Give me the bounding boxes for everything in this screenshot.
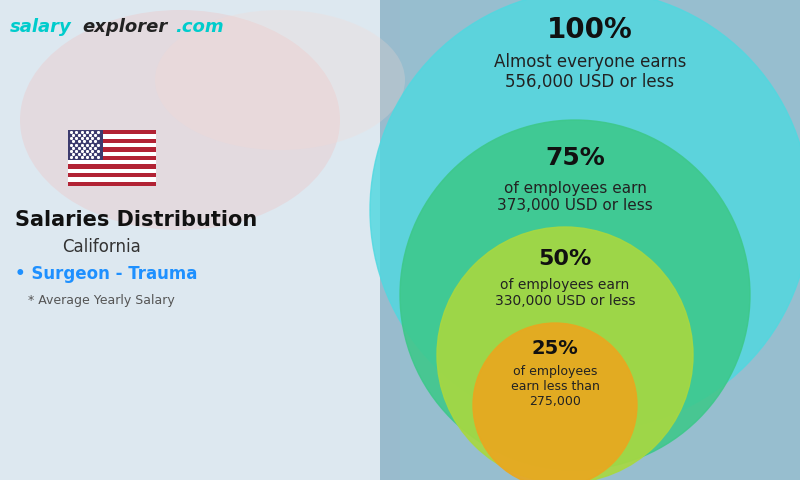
Text: .com: .com <box>175 18 224 36</box>
Text: California: California <box>62 238 141 256</box>
Bar <box>380 0 800 480</box>
Circle shape <box>370 0 800 430</box>
Text: 556,000 USD or less: 556,000 USD or less <box>506 73 674 91</box>
Bar <box>68 130 156 186</box>
Text: earn less than: earn less than <box>510 380 599 393</box>
Text: salary: salary <box>10 18 72 36</box>
Text: 373,000 USD or less: 373,000 USD or less <box>497 199 653 214</box>
Bar <box>68 130 156 134</box>
Text: * Average Yearly Salary: * Average Yearly Salary <box>28 294 174 307</box>
Bar <box>380 0 800 480</box>
Ellipse shape <box>155 10 405 150</box>
Text: 100%: 100% <box>547 16 633 44</box>
Circle shape <box>473 323 637 480</box>
Circle shape <box>437 227 693 480</box>
Text: of employees: of employees <box>513 364 597 377</box>
Text: 275,000: 275,000 <box>529 395 581 408</box>
Bar <box>68 147 156 152</box>
Text: of employees earn: of employees earn <box>503 180 646 195</box>
Ellipse shape <box>20 10 340 230</box>
Text: Salaries Distribution: Salaries Distribution <box>15 210 258 230</box>
Bar <box>68 182 156 186</box>
Bar <box>68 165 156 169</box>
Text: 50%: 50% <box>538 249 592 269</box>
Text: explorer: explorer <box>82 18 167 36</box>
Bar <box>68 130 103 160</box>
Bar <box>68 156 156 160</box>
Text: Almost everyone earns: Almost everyone earns <box>494 53 686 71</box>
Text: • Surgeon - Trauma: • Surgeon - Trauma <box>15 265 198 283</box>
Bar <box>68 173 156 178</box>
Text: 75%: 75% <box>545 146 605 170</box>
Text: of employees earn: of employees earn <box>500 278 630 292</box>
Circle shape <box>400 120 750 470</box>
Bar <box>0 0 400 480</box>
Bar <box>68 139 156 143</box>
Text: 25%: 25% <box>532 339 578 359</box>
Text: 330,000 USD or less: 330,000 USD or less <box>494 294 635 308</box>
